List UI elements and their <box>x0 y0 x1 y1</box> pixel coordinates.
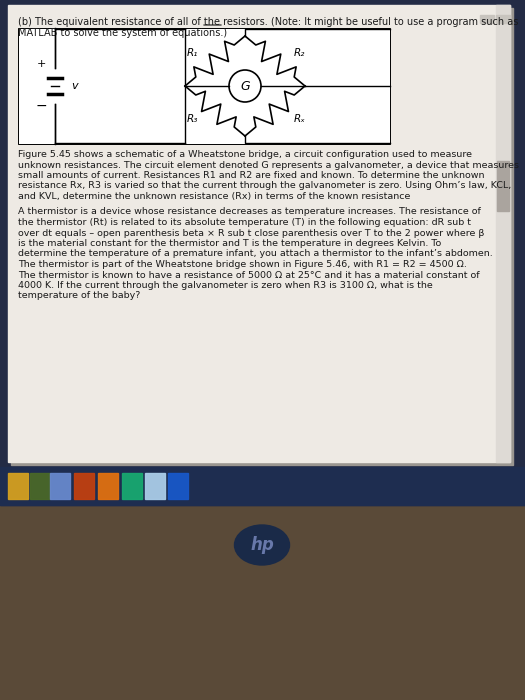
Ellipse shape <box>235 525 289 565</box>
Text: determine the temperature of a premature infant, you attach a thermistor to the : determine the temperature of a premature… <box>18 249 493 258</box>
Circle shape <box>229 70 261 102</box>
Bar <box>18 28 390 144</box>
Bar <box>496 15 510 23</box>
Text: G: G <box>240 80 250 92</box>
Text: (b) The equivalent resistance of all of the resistors. (Note: It might be useful: (b) The equivalent resistance of all of … <box>18 17 518 27</box>
Text: unknown resistances. The circuit element denoted G represents a galvanometer, a : unknown resistances. The circuit element… <box>18 160 519 169</box>
Text: Rₓ: Rₓ <box>294 113 306 123</box>
Text: resistance Rx, R3 is varied so that the current through the galvanometer is zero: resistance Rx, R3 is varied so that the … <box>18 181 511 190</box>
Bar <box>0 0 525 505</box>
Bar <box>8 5 510 462</box>
Text: the thermistor (Rt) is related to its absolute temperature (T) in the following : the thermistor (Rt) is related to its ab… <box>18 218 471 227</box>
Text: R₃: R₃ <box>186 113 198 123</box>
Text: Figure 5.45 shows a schematic of a Wheatstone bridge, a circuit configuration us: Figure 5.45 shows a schematic of a Wheat… <box>18 150 472 159</box>
Bar <box>496 5 510 462</box>
Text: temperature of the baby?: temperature of the baby? <box>18 291 140 300</box>
Text: R₁: R₁ <box>186 48 198 59</box>
Text: is the material constant for the thermistor and T is the temperature in degrees : is the material constant for the thermis… <box>18 239 441 248</box>
Text: v: v <box>71 81 78 91</box>
Bar <box>122 473 142 499</box>
Text: small amounts of current. Resistances R1 and R2 are fixed and known. To determin: small amounts of current. Resistances R1… <box>18 171 485 180</box>
Text: +: + <box>36 59 46 69</box>
Bar <box>480 15 494 23</box>
Text: −: − <box>35 99 47 113</box>
Bar <box>8 473 28 499</box>
Text: The thermistor is known to have a resistance of 5000 Ω at 25°C and it has a mate: The thermistor is known to have a resist… <box>18 270 480 279</box>
Text: over dt equals – open parenthesis beta × R sub t close parenthesis over T to the: over dt equals – open parenthesis beta ×… <box>18 228 485 237</box>
Bar <box>145 473 165 499</box>
Bar <box>0 505 525 700</box>
Text: The thermistor is part of the Wheatstone bridge shown in Figure 5.46, with R1 = : The thermistor is part of the Wheatstone… <box>18 260 467 269</box>
Bar <box>497 160 509 211</box>
Bar <box>0 467 525 505</box>
Bar <box>50 473 70 499</box>
Text: hp: hp <box>250 536 274 554</box>
Bar <box>98 473 118 499</box>
Text: and KVL, determine the unknown resistance (Rx) in terms of the known resistance: and KVL, determine the unknown resistanc… <box>18 192 411 201</box>
Text: A thermistor is a device whose resistance decreases as temperature increases. Th: A thermistor is a device whose resistanc… <box>18 207 481 216</box>
Text: MATLAB to solve the system of equations.): MATLAB to solve the system of equations.… <box>18 28 227 38</box>
Bar <box>30 473 50 499</box>
Text: 4000 K. If the current through the galvanometer is zero when R3 is 3100 Ω, what : 4000 K. If the current through the galva… <box>18 281 433 290</box>
Bar <box>74 473 94 499</box>
Bar <box>11 8 513 465</box>
Text: R₂: R₂ <box>294 48 306 59</box>
Bar <box>168 473 188 499</box>
